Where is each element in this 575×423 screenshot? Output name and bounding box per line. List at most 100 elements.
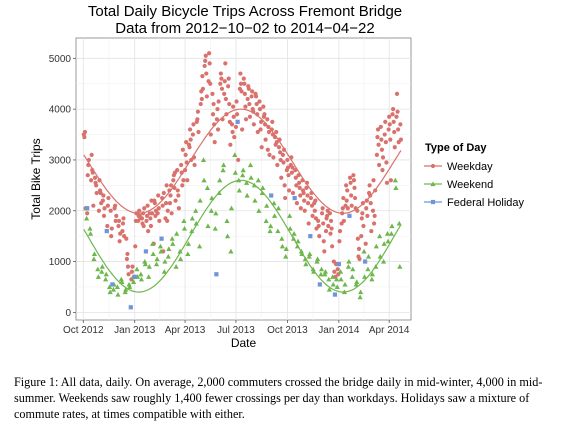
data-point [227, 101, 232, 107]
data-point [106, 284, 113, 290]
data-point [115, 291, 121, 297]
data-point [318, 271, 324, 277]
data-point [223, 61, 228, 66]
data-point [199, 96, 204, 102]
data-point [386, 127, 391, 132]
data-point [239, 89, 244, 94]
data-point [265, 117, 270, 122]
data-point [368, 201, 373, 206]
data-point [347, 175, 353, 180]
legend-entry-weekday: Weekday [424, 161, 493, 173]
data-point [328, 231, 333, 236]
data-point [142, 206, 147, 211]
data-point [359, 216, 364, 221]
data-point [235, 119, 240, 124]
data-point [208, 208, 214, 213]
data-point [390, 112, 395, 117]
data-point [274, 140, 279, 145]
data-point [251, 122, 256, 127]
data-point [150, 251, 156, 257]
data-point [101, 193, 106, 198]
data-point [294, 183, 299, 188]
data-point [236, 187, 242, 193]
data-point [372, 213, 377, 218]
data-point [345, 206, 350, 211]
data-point [216, 99, 221, 104]
data-point [335, 267, 340, 272]
series-weekend [83, 152, 403, 300]
legend-title: Type of Day [425, 142, 487, 154]
y-axis-label: Total Bike Trips [29, 138, 43, 219]
x-tick-label: Jan 2014 [318, 325, 360, 336]
data-point [137, 208, 142, 213]
data-point [371, 221, 377, 226]
data-point [346, 258, 352, 264]
data-point [322, 249, 327, 254]
data-point [340, 206, 345, 211]
data-point [291, 231, 297, 236]
data-point [253, 94, 259, 99]
data-point [319, 211, 325, 216]
data-point [175, 168, 180, 173]
data-point [143, 249, 149, 254]
chart-title-line-1: Total Daily Bicycle Trips Across Fremont… [88, 3, 402, 20]
data-point [289, 170, 294, 175]
data-point [382, 132, 387, 137]
data-point [348, 180, 353, 185]
data-point [219, 76, 224, 81]
data-point [281, 160, 286, 165]
data-point [138, 276, 145, 282]
data-point [131, 279, 137, 284]
data-point [365, 213, 370, 218]
data-point [283, 246, 289, 251]
y-tick-label: 3000 [49, 155, 72, 166]
data-point [367, 183, 372, 188]
data-point [105, 203, 110, 208]
data-point [177, 256, 184, 262]
data-point [203, 58, 208, 63]
data-point [234, 112, 240, 117]
data-point [247, 101, 252, 107]
data-point [322, 269, 329, 274]
data-point [103, 276, 109, 282]
data-point [380, 155, 386, 160]
data-point [341, 195, 346, 201]
data-point [337, 269, 344, 274]
data-point [313, 198, 318, 203]
data-point [361, 223, 366, 229]
data-point [91, 251, 98, 257]
data-point [275, 205, 282, 211]
data-point [165, 218, 170, 224]
x-tick-label: Jan 2013 [114, 325, 156, 336]
bike-trips-chart: Total Daily Bicycle Trips Across Fremont… [29, 3, 525, 350]
x-axis-label: Date [231, 336, 257, 350]
data-point [210, 112, 216, 117]
data-point [290, 190, 296, 196]
data-point [287, 213, 293, 218]
data-point [113, 203, 118, 208]
data-point [240, 127, 245, 132]
data-point [242, 91, 247, 96]
data-point [87, 225, 93, 231]
data-point [230, 129, 235, 135]
data-point [125, 264, 131, 269]
data-point [270, 119, 275, 124]
data-point [87, 231, 94, 236]
data-point [255, 177, 261, 183]
data-point [233, 124, 239, 130]
data-point [98, 190, 103, 196]
data-point [141, 223, 146, 229]
grid-lines [76, 38, 411, 320]
data-point [387, 122, 392, 127]
data-point [336, 262, 341, 267]
data-point [259, 119, 264, 124]
data-point [208, 81, 213, 86]
data-point [286, 188, 292, 193]
data-point [370, 208, 376, 213]
data-point [110, 282, 115, 287]
data-point [157, 218, 162, 224]
data-point [203, 53, 208, 58]
legend-entry-weekend: Weekend [424, 179, 493, 191]
data-point [121, 216, 126, 221]
data-point [124, 256, 129, 262]
